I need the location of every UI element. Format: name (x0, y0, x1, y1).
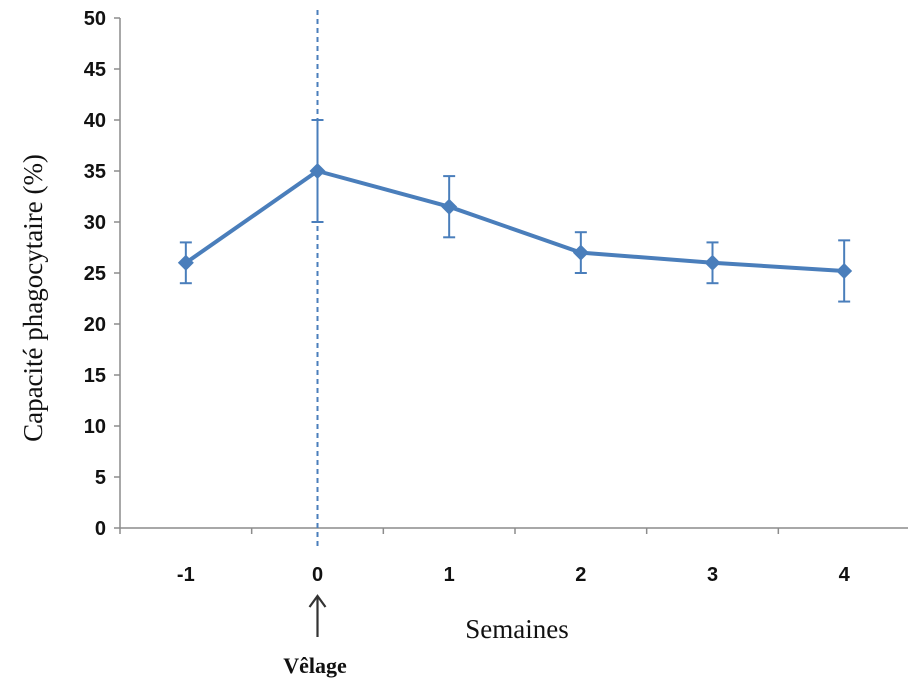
data-point-marker (309, 163, 326, 179)
y-tick-label: 40 (84, 110, 106, 132)
data-point-marker (704, 254, 721, 271)
data-point-marker (177, 254, 194, 271)
y-axis-title: Capacité phagocytaire (%) (18, 154, 48, 442)
x-tick-label: 2 (575, 564, 586, 586)
y-tick-label: 15 (84, 365, 106, 387)
x-tick-label: 4 (839, 564, 851, 586)
x-tick-label: 3 (707, 564, 718, 586)
x-ticks: -1 0 1 2 3 4 (119, 528, 851, 586)
data-point-marker (441, 198, 458, 215)
y-ticks: 0 5 10 15 20 25 30 35 40 45 50 (84, 8, 120, 540)
y-tick-label: 30 (84, 212, 106, 234)
y-tick-label: 20 (84, 314, 106, 336)
data-point-marker (572, 244, 589, 261)
x-axis: -1 0 1 2 3 4 (119, 527, 908, 586)
velage-label: Vêlage (283, 653, 347, 678)
series-layer (177, 119, 853, 303)
x-tick-label: 0 (312, 564, 323, 586)
y-tick-label: 25 (84, 263, 106, 285)
annotations (308, 10, 327, 637)
x-tick-label: 1 (444, 564, 455, 586)
calving-arrow-head (308, 594, 327, 608)
y-tick-label: 50 (84, 8, 106, 30)
y-axis: 0 5 10 15 20 25 30 35 40 45 50 (84, 8, 121, 540)
y-tick-label: 0 (95, 518, 106, 540)
series-line (184, 169, 845, 273)
data-point-marker (836, 262, 853, 279)
x-axis-title: Semaines (465, 614, 568, 644)
y-tick-label: 10 (84, 416, 106, 438)
x-tick-label: -1 (177, 564, 195, 586)
y-tick-label: 45 (84, 59, 106, 81)
y-tick-label: 35 (84, 161, 106, 183)
y-tick-label: 5 (95, 467, 106, 489)
